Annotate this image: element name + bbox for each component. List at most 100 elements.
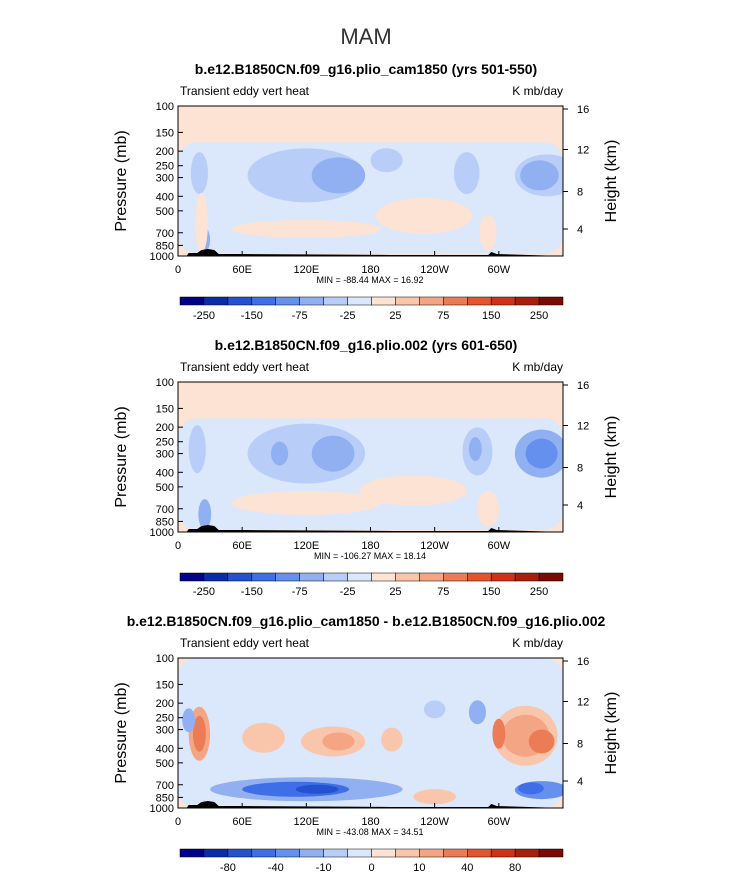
units-label: K mb/day [512, 360, 563, 374]
y-tick-label: 500 [156, 206, 174, 218]
contour-blob [381, 727, 403, 752]
contour-blob [242, 722, 285, 753]
colorbar-swatch [203, 848, 229, 858]
y-axis-title: Pressure (mb) [113, 682, 130, 783]
y-tick-label: 250 [156, 161, 174, 173]
colorbar-swatch [275, 572, 300, 582]
colorbar-swatch [323, 296, 348, 306]
colorbar-swatch [179, 296, 205, 306]
y-tick-label: 700 [156, 228, 174, 240]
x-tick-label: 0 [175, 264, 181, 276]
colorbar-swatch [538, 848, 564, 858]
contour-blob [295, 784, 339, 794]
contour-blob [182, 708, 196, 733]
contour-blob [525, 438, 558, 469]
contour-blob [192, 715, 206, 752]
y-tick-label: 400 [156, 743, 174, 755]
field-label: Transient eddy vert heat [180, 84, 310, 98]
colorbar-label: -75 [292, 586, 308, 598]
colorbar-swatch [514, 296, 540, 306]
colorbar-label: 150 [482, 586, 500, 598]
y-right-tick-label: 4 [577, 224, 583, 236]
colorbar-label: 75 [437, 586, 449, 598]
contour-blob [322, 732, 355, 751]
colorbar-swatch [371, 296, 396, 306]
colorbar-swatch [347, 848, 372, 858]
colorbar-swatch [490, 296, 516, 306]
y-tick-label: 700 [156, 780, 174, 792]
contour-blob [311, 435, 355, 472]
colorbar-swatch [490, 572, 516, 582]
y-tick-label: 850 [156, 240, 174, 252]
x-tick-label: 60W [488, 816, 511, 828]
colorbar-label: -150 [241, 586, 263, 598]
colorbar-swatch [538, 572, 564, 582]
y-right-tick-label: 8 [577, 187, 583, 199]
x-tick-label: 180 [361, 540, 379, 552]
colorbar-swatch [275, 848, 300, 858]
contour-blob [423, 700, 446, 719]
y-tick-label: 500 [156, 758, 174, 770]
contour-blob [190, 152, 208, 195]
colorbar-swatch [443, 572, 468, 582]
colorbar-label: -10 [316, 862, 332, 874]
colorbar-swatch [514, 848, 540, 858]
panel-title: b.e12.B1850CN.f09_g16.plio_cam1850 - b.e… [127, 613, 606, 629]
colorbar-label: 25 [389, 586, 401, 598]
colorbar-swatch [203, 572, 229, 582]
contour-blob [370, 148, 403, 173]
y-tick-label: 500 [156, 482, 174, 494]
colorbar-label: -250 [193, 586, 215, 598]
x-tick-label: 60W [488, 540, 511, 552]
y-tick-label: 100 [156, 377, 174, 389]
y-right-tick-label: 16 [577, 656, 589, 668]
x-tick-label: 120W [420, 264, 449, 276]
x-tick-label: 60E [232, 540, 252, 552]
contour-field [178, 106, 563, 256]
contour-blob [453, 152, 480, 195]
colorbar-swatch [371, 572, 396, 582]
panel-1: b.e12.B1850CN.f09_g16.plio_cam1850 (yrs … [113, 61, 620, 322]
x-tick-label: 60W [488, 264, 511, 276]
colorbar-swatch [323, 848, 348, 858]
y-right-tick-label: 4 [577, 500, 583, 512]
colorbar-swatch [538, 296, 564, 306]
contour-blob [198, 499, 212, 530]
topography [178, 801, 563, 808]
y-tick-label: 700 [156, 504, 174, 516]
y-tick-label: 1000 [150, 527, 174, 539]
colorbar-label: 80 [509, 862, 521, 874]
y-right-tick-label: 8 [577, 463, 583, 475]
x-tick-label: 120W [420, 816, 449, 828]
colorbar-label: 10 [413, 862, 425, 874]
colorbar-swatch [419, 296, 444, 306]
y-right-tick-label: 12 [577, 697, 589, 709]
colorbar-swatch [395, 848, 420, 858]
y-right-tick-label: 8 [577, 739, 583, 751]
y-tick-label: 850 [156, 792, 174, 804]
contour-blob [477, 490, 499, 527]
x-tick-label: 120E [293, 540, 319, 552]
y-tick-label: 1000 [150, 251, 174, 263]
contour-blob [528, 729, 555, 754]
colorbar-label: 250 [530, 310, 548, 322]
contour-blob [359, 475, 467, 506]
colorbar-swatch [179, 572, 205, 582]
contour-band [178, 142, 563, 254]
colorbar-swatch [514, 572, 540, 582]
y-axis-title: Pressure (mb) [113, 130, 130, 231]
colorbar-swatch [227, 296, 253, 306]
colorbar-swatch [179, 848, 205, 858]
y-tick-label: 1000 [150, 803, 174, 815]
y-tick-label: 300 [156, 173, 174, 185]
x-tick-label: 120E [293, 264, 319, 276]
colorbar-swatch [467, 848, 492, 858]
contour-blob [468, 437, 482, 462]
contour-band [178, 418, 563, 530]
colorbar-swatch [227, 848, 253, 858]
contour-blob [520, 160, 559, 191]
y-tick-label: 150 [156, 679, 174, 691]
y-tick-label: 150 [156, 127, 174, 139]
y-tick-label: 400 [156, 467, 174, 479]
colorbar-swatch [467, 572, 492, 582]
